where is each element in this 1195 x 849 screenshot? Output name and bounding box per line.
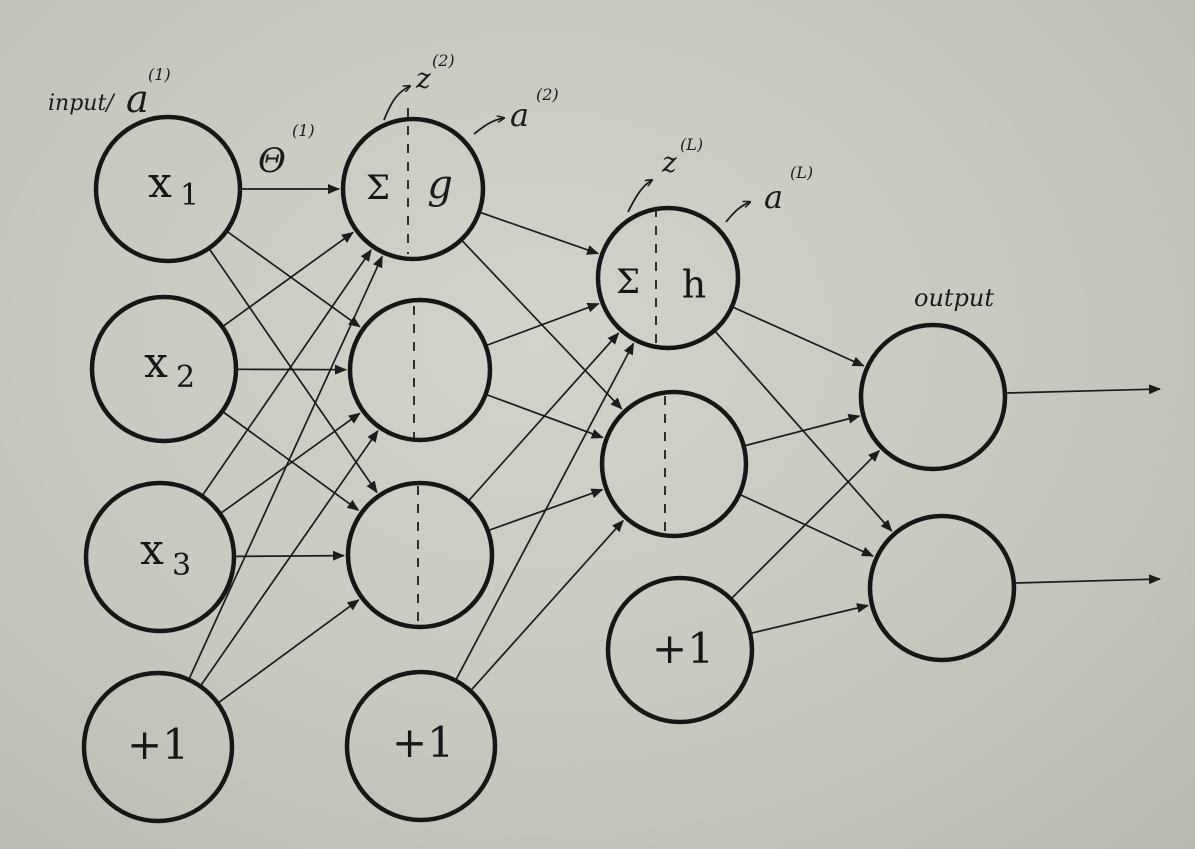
node-x1-circle	[93, 114, 243, 264]
z2-annotation: z (2)	[383, 51, 455, 121]
aL-pointer	[725, 202, 750, 223]
node-x2-circle	[89, 294, 239, 444]
edge-x3-to-h2	[221, 412, 361, 514]
node-h3	[345, 480, 495, 630]
a2-superscript: (2)	[536, 85, 559, 104]
node-x1-subscript: 1	[180, 178, 199, 213]
node-h1-circle	[340, 116, 486, 262]
node-h1-activation: g	[427, 162, 453, 208]
node-bias-input-circle	[81, 670, 235, 824]
input-a-superscript: (1)	[148, 65, 171, 84]
zL-symbol: z	[661, 146, 677, 179]
a2-symbol: a	[510, 96, 529, 134]
node-x1: x 1	[93, 114, 243, 264]
theta-annotation: Θ (1)	[258, 121, 315, 181]
edge-l2-to-o1	[745, 413, 861, 447]
edge-b3-to-o2	[751, 603, 869, 634]
theta-symbol: Θ	[258, 141, 286, 181]
node-h1-sum-symbol: Σ	[366, 168, 390, 208]
node-bias-input-label: +1	[127, 720, 189, 769]
node-x2-subscript: 2	[176, 360, 195, 395]
edge-h1-to-l1	[480, 211, 600, 255]
node-bias-hiddenL: +1	[605, 575, 755, 725]
node-output-2-circle	[867, 513, 1017, 663]
edge-x2-to-h3	[223, 411, 360, 511]
aL-annotation: a (L)	[725, 163, 813, 223]
node-h3-circle	[345, 480, 495, 630]
node-x3-subscript: 3	[172, 548, 191, 583]
edge-b1-to-h3	[218, 599, 360, 703]
node-h2-circle	[347, 297, 493, 443]
output-arrows	[1005, 384, 1161, 585]
node-bias-hiddenL-circle	[605, 575, 755, 725]
zL-pointer	[627, 180, 652, 213]
theta-superscript: (1)	[292, 121, 315, 140]
node-L1-sum-symbol: Σ	[616, 262, 640, 302]
node-h2	[347, 297, 493, 443]
edge-l1-to-o1	[733, 306, 865, 367]
node-L2	[599, 389, 749, 539]
output-arrow-2	[1015, 574, 1161, 585]
edge-b1-to-h1	[188, 255, 383, 679]
node-x2-label: x	[144, 338, 168, 387]
node-x3-circle	[83, 480, 237, 634]
node-bias-hiddenL-label: +1	[652, 624, 714, 673]
edge-x1-to-h2	[227, 231, 361, 328]
output-label: output	[914, 284, 994, 312]
connection-edges	[188, 184, 893, 703]
output-arrow-1	[1005, 384, 1161, 395]
node-L1-sum-h: Σ h	[595, 205, 741, 351]
node-x1-label: x	[148, 158, 172, 207]
input-label-text: input/	[48, 91, 116, 116]
node-h1-sum-g: Σ g	[340, 108, 486, 262]
edge-b1-to-h2	[200, 429, 379, 686]
node-L1-activation: h	[682, 263, 706, 307]
edge-x1-to-h3	[209, 249, 378, 494]
input-a-symbol: a	[126, 77, 149, 121]
aL-superscript: (L)	[790, 163, 813, 182]
hidden-layer-L: Σ h +1	[595, 205, 755, 725]
input-layer: x 1 x 2 x 3 +1	[81, 114, 243, 824]
node-x2: x 2	[89, 294, 239, 444]
edge-b2-to-l2	[471, 519, 624, 690]
node-L1-circle	[595, 205, 741, 351]
z2-pointer	[383, 86, 410, 121]
node-L2-circle	[599, 389, 749, 539]
edge-l2-to-o2	[740, 494, 874, 557]
output-annotation: output	[914, 284, 994, 312]
node-output-1-circle	[858, 322, 1008, 472]
hidden-layer-2: Σ g +1	[340, 108, 498, 823]
edge-b2-to-l1	[455, 342, 635, 680]
input-annotation: input/ a (1)	[48, 65, 171, 121]
node-bias-hidden1-label: +1	[392, 718, 454, 767]
edge-x3-to-h1	[202, 249, 372, 495]
aL-symbol: a	[764, 178, 783, 216]
edge-h2-to-l1	[487, 302, 600, 346]
node-x3: x 3	[83, 480, 237, 634]
a2-annotation: a (2)	[473, 85, 559, 135]
z2-superscript: (2)	[432, 51, 455, 70]
node-bias-hidden1-circle	[344, 669, 498, 823]
zL-superscript: (L)	[680, 135, 703, 154]
edge-b3-to-o1	[731, 449, 881, 599]
z2-symbol: z	[415, 62, 431, 95]
edge-h3-to-l1	[468, 332, 620, 501]
node-bias-input: +1	[81, 670, 235, 824]
edge-l1-to-o2	[715, 331, 893, 532]
edge-x2-to-h1	[223, 231, 354, 327]
node-x3-label: x	[140, 525, 164, 574]
output-layer	[858, 322, 1017, 663]
node-bias-hidden1: +1	[344, 669, 498, 823]
a2-pointer	[473, 118, 504, 135]
annotations: input/ a (1) Θ (1) z (2) a (2) z (L) a (…	[48, 51, 994, 312]
zL-annotation: z (L)	[627, 135, 703, 213]
